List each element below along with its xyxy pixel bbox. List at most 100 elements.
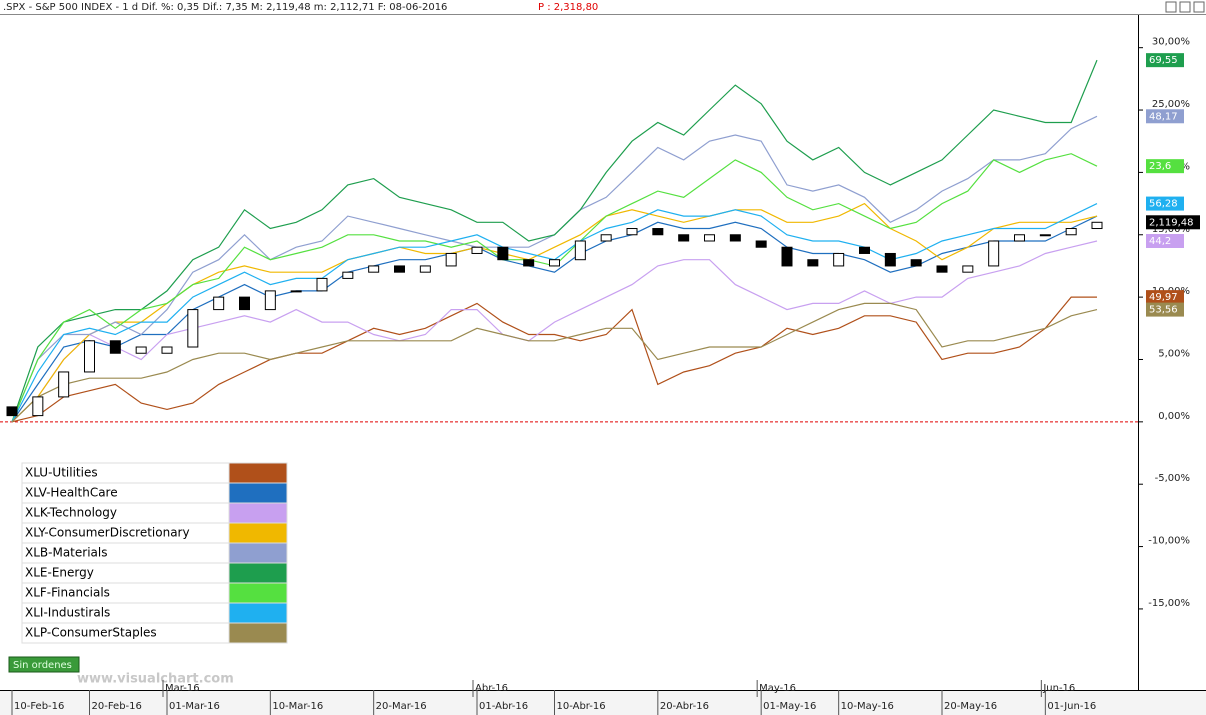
candle (471, 246, 483, 254)
legend-swatch (228, 562, 288, 584)
legend-label: XLF-Financials (25, 586, 110, 600)
x-tick-label: 20-May-16 (944, 701, 997, 712)
legend-swatch (228, 602, 288, 624)
legend-label: XLI-Industirals (25, 606, 110, 620)
candle (833, 252, 845, 267)
x-tick-label: 01-Abr-16 (479, 701, 528, 712)
legend-swatch (228, 622, 288, 644)
x-tick-label: 10-Feb-16 (14, 701, 64, 712)
candle (678, 234, 690, 242)
candle (936, 265, 948, 273)
month-label: Jun-16 (1042, 683, 1075, 694)
value-tag-bg (1146, 290, 1184, 305)
candle (781, 246, 793, 267)
candle (652, 228, 664, 236)
candle (884, 252, 896, 267)
x-tick-label: 10-Mar-16 (272, 701, 323, 712)
legend-label: XLU-Utilities (25, 466, 98, 480)
candle (342, 271, 354, 279)
value-tag: 53,56 (1149, 305, 1178, 316)
legend-label: XLB-Materials (25, 546, 107, 560)
candle (755, 240, 767, 248)
y-tick-label: -15,00% (1148, 598, 1190, 609)
candle (704, 234, 715, 242)
candle (549, 259, 560, 267)
series-line (11, 302, 1098, 423)
window-button[interactable] (1165, 1, 1177, 13)
x-tick-label: 01-Jun-16 (1047, 701, 1096, 712)
legend-label: XLV-HealthCare (25, 486, 118, 500)
candle (32, 396, 44, 417)
candle (290, 290, 302, 293)
legend-swatch (228, 502, 288, 524)
month-label: Mar-16 (165, 683, 200, 694)
series-line (11, 59, 1098, 422)
legend-label: XLE-Energy (25, 566, 94, 580)
month-label: Abr-16 (475, 683, 508, 694)
window-button[interactable] (1179, 1, 1191, 13)
y-tick-label: 25,00% (1152, 99, 1190, 110)
candle (1091, 221, 1103, 230)
candle (859, 246, 870, 254)
candle (445, 252, 457, 267)
candle (394, 265, 405, 273)
candle (161, 346, 173, 354)
value-tag: 44,2 (1149, 236, 1171, 247)
candle (988, 240, 1000, 267)
x-tick-label: 01-May-16 (763, 701, 816, 712)
value-tag-bg (1146, 53, 1184, 68)
x-tick-label: 10-Abr-16 (557, 701, 606, 712)
status-box (8, 656, 80, 673)
candle (109, 340, 121, 354)
candle (368, 265, 380, 273)
legend-swatch (228, 482, 288, 504)
x-tick-label: 20-Abr-16 (660, 701, 709, 712)
y-tick-label: -10,00% (1148, 536, 1190, 547)
value-tag-bg (1146, 196, 1184, 211)
status-text: Sin ordenes (13, 660, 72, 671)
legend-label: XLY-ConsumerDiscretionary (25, 526, 190, 540)
y-tick-label: -5,00% (1155, 473, 1190, 484)
series-line (11, 296, 1097, 423)
candle (807, 259, 819, 267)
candle (6, 406, 18, 417)
candle (264, 290, 276, 311)
x-tick-label: 20-Feb-16 (92, 701, 142, 712)
x-axis-band (0, 690, 1206, 715)
candle (910, 259, 922, 267)
candle (1039, 234, 1051, 237)
candle (239, 296, 250, 311)
value-tag: 23,6 (1149, 161, 1171, 172)
candle (213, 296, 225, 311)
value-tag: 49,97 (1149, 292, 1178, 303)
y-tick-label: 5,00% (1158, 348, 1190, 359)
candle (58, 371, 70, 398)
x-tick-label: 20-Mar-16 (376, 701, 427, 712)
value-tag: 2,119,48 (1149, 217, 1194, 228)
candle (626, 228, 638, 236)
legend-label: XLK-Technology (25, 506, 117, 520)
candle (962, 265, 974, 273)
candle (574, 240, 586, 261)
value-tag-bg (1146, 302, 1184, 317)
legend-swatch (228, 462, 288, 484)
candle (135, 346, 147, 354)
header-price: P : 2,318,80 (538, 2, 598, 13)
legend-swatch (228, 582, 288, 604)
candle (600, 234, 612, 242)
candle (523, 259, 535, 267)
legend-label: XLP-ConsumerStaples (25, 626, 157, 640)
watermark: www.visualchart.com (77, 672, 234, 687)
x-tick-label: 01-Mar-16 (169, 701, 220, 712)
legend-swatch (228, 542, 288, 564)
value-tag: 56,28 (1149, 199, 1178, 210)
window-button[interactable] (1193, 1, 1205, 13)
month-label: May-16 (759, 683, 796, 694)
y-tick-label: 0,00% (1158, 411, 1190, 422)
candle (497, 246, 509, 261)
candle (187, 309, 199, 348)
x-tick-label: 10-May-16 (841, 701, 894, 712)
value-tag: 69,55 (1149, 55, 1178, 66)
value-tag-bg (1146, 233, 1184, 248)
